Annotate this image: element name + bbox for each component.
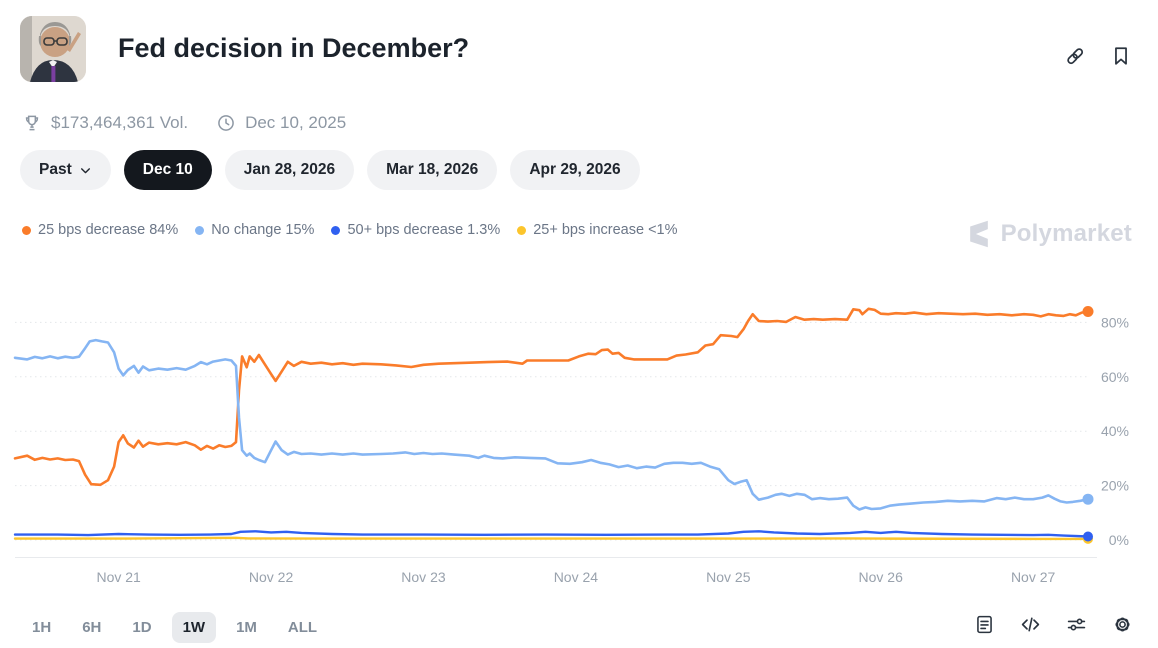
y-tick-label: 0% [1109,532,1129,548]
date-tabs: Past Dec 10 Jan 28, 2026 Mar 18, 2026 Apr 2… [20,150,640,190]
legend-label: 50+ bps decrease 1.3% [347,222,501,238]
date-tab[interactable]: Jan 28, 2026 [224,150,355,190]
legend-dot [331,225,341,235]
date-tab[interactable]: Mar 18, 2026 [367,150,498,190]
timeframe-all[interactable]: ALL [277,612,328,643]
y-tick-label: 80% [1101,314,1129,330]
x-tick-label: Nov 22 [248,569,294,585]
legend-item[interactable]: 25 bps decrease 84% [22,222,178,238]
x-tick-label: Nov 21 [96,569,141,585]
polymarket-watermark: Polymarket [964,219,1132,249]
volume-text: $173,464,361 Vol. [51,113,189,132]
series-line [13,536,1090,541]
legend-dot [22,225,31,235]
page-title: Fed decision in December? [118,33,470,63]
timeframe-6h[interactable]: 6H [71,612,112,643]
chevron-down-icon [80,167,90,173]
bookmark-icon[interactable] [1110,45,1132,67]
y-tick-label: 40% [1101,423,1129,439]
x-axis-line [15,557,1097,558]
series-line [13,307,1090,487]
series-line [13,530,1090,538]
timeframe-1w[interactable]: 1W [171,612,217,643]
market-avatar [20,16,86,82]
legend-item[interactable]: 25+ bps increase <1% [517,222,678,238]
series-end-dot [1083,531,1093,542]
chart-legend: 25 bps decrease 84% No change 15% 50+ bps … [22,222,678,238]
x-tick-label: Nov 25 [706,569,751,585]
legend-label: No change 15% [211,222,315,238]
x-tick-label: Nov 24 [553,569,599,585]
probability-chart[interactable]: 80% 60% 40% 20% 0% [0,258,1158,558]
market-meta: $173,464,361 Vol. Dec 10, 2025 [22,113,346,133]
polymarket-logo-icon [969,220,988,248]
legend-label: 25+ bps increase <1% [533,222,678,238]
polymarket-logo-text: Polymarket [1000,220,1132,247]
document-icon[interactable] [974,614,995,635]
past-dropdown-label: Past [39,161,72,178]
timeframe-1m[interactable]: 1M [225,612,268,643]
trophy-icon [25,115,39,131]
timeframe-selector: 1H 6H 1D 1W 1M ALL [21,612,328,643]
past-dropdown[interactable]: Past [20,150,111,190]
series-line [13,338,1090,511]
y-tick-label: 20% [1101,478,1129,494]
x-tick-label: Nov 27 [1010,569,1056,585]
sliders-icon[interactable] [1066,614,1087,635]
series-end-dot [1082,306,1094,317]
legend-dot [195,225,205,235]
x-tick-label: Nov 26 [858,569,903,585]
end-date-text: Dec 10, 2025 [245,113,347,132]
timeframe-1h[interactable]: 1H [21,612,62,643]
x-axis-labels: Nov 21 Nov 22 Nov 23 Nov 24 Nov 25 Nov 26 Nov … [0,569,1158,589]
date-tab[interactable]: Apr 29, 2026 [510,150,640,190]
header-actions [1064,45,1132,67]
copy-link-icon[interactable] [1064,45,1086,67]
legend-item[interactable]: 50+ bps decrease 1.3% [331,222,500,238]
clock-icon [218,115,234,131]
series-end-dot [1082,493,1094,505]
timeframe-1d[interactable]: 1D [121,612,162,643]
date-tab[interactable]: Dec 10 [123,150,212,190]
legend-dot [517,225,527,235]
code-icon[interactable] [1020,614,1041,635]
chart-toolbar [974,614,1133,635]
legend-item[interactable]: No change 15% [195,222,314,238]
x-tick-label: Nov 23 [401,569,446,585]
gear-icon[interactable] [1112,614,1133,635]
y-tick-label: 60% [1101,369,1129,385]
legend-label: 25 bps decrease 84% [38,222,179,238]
